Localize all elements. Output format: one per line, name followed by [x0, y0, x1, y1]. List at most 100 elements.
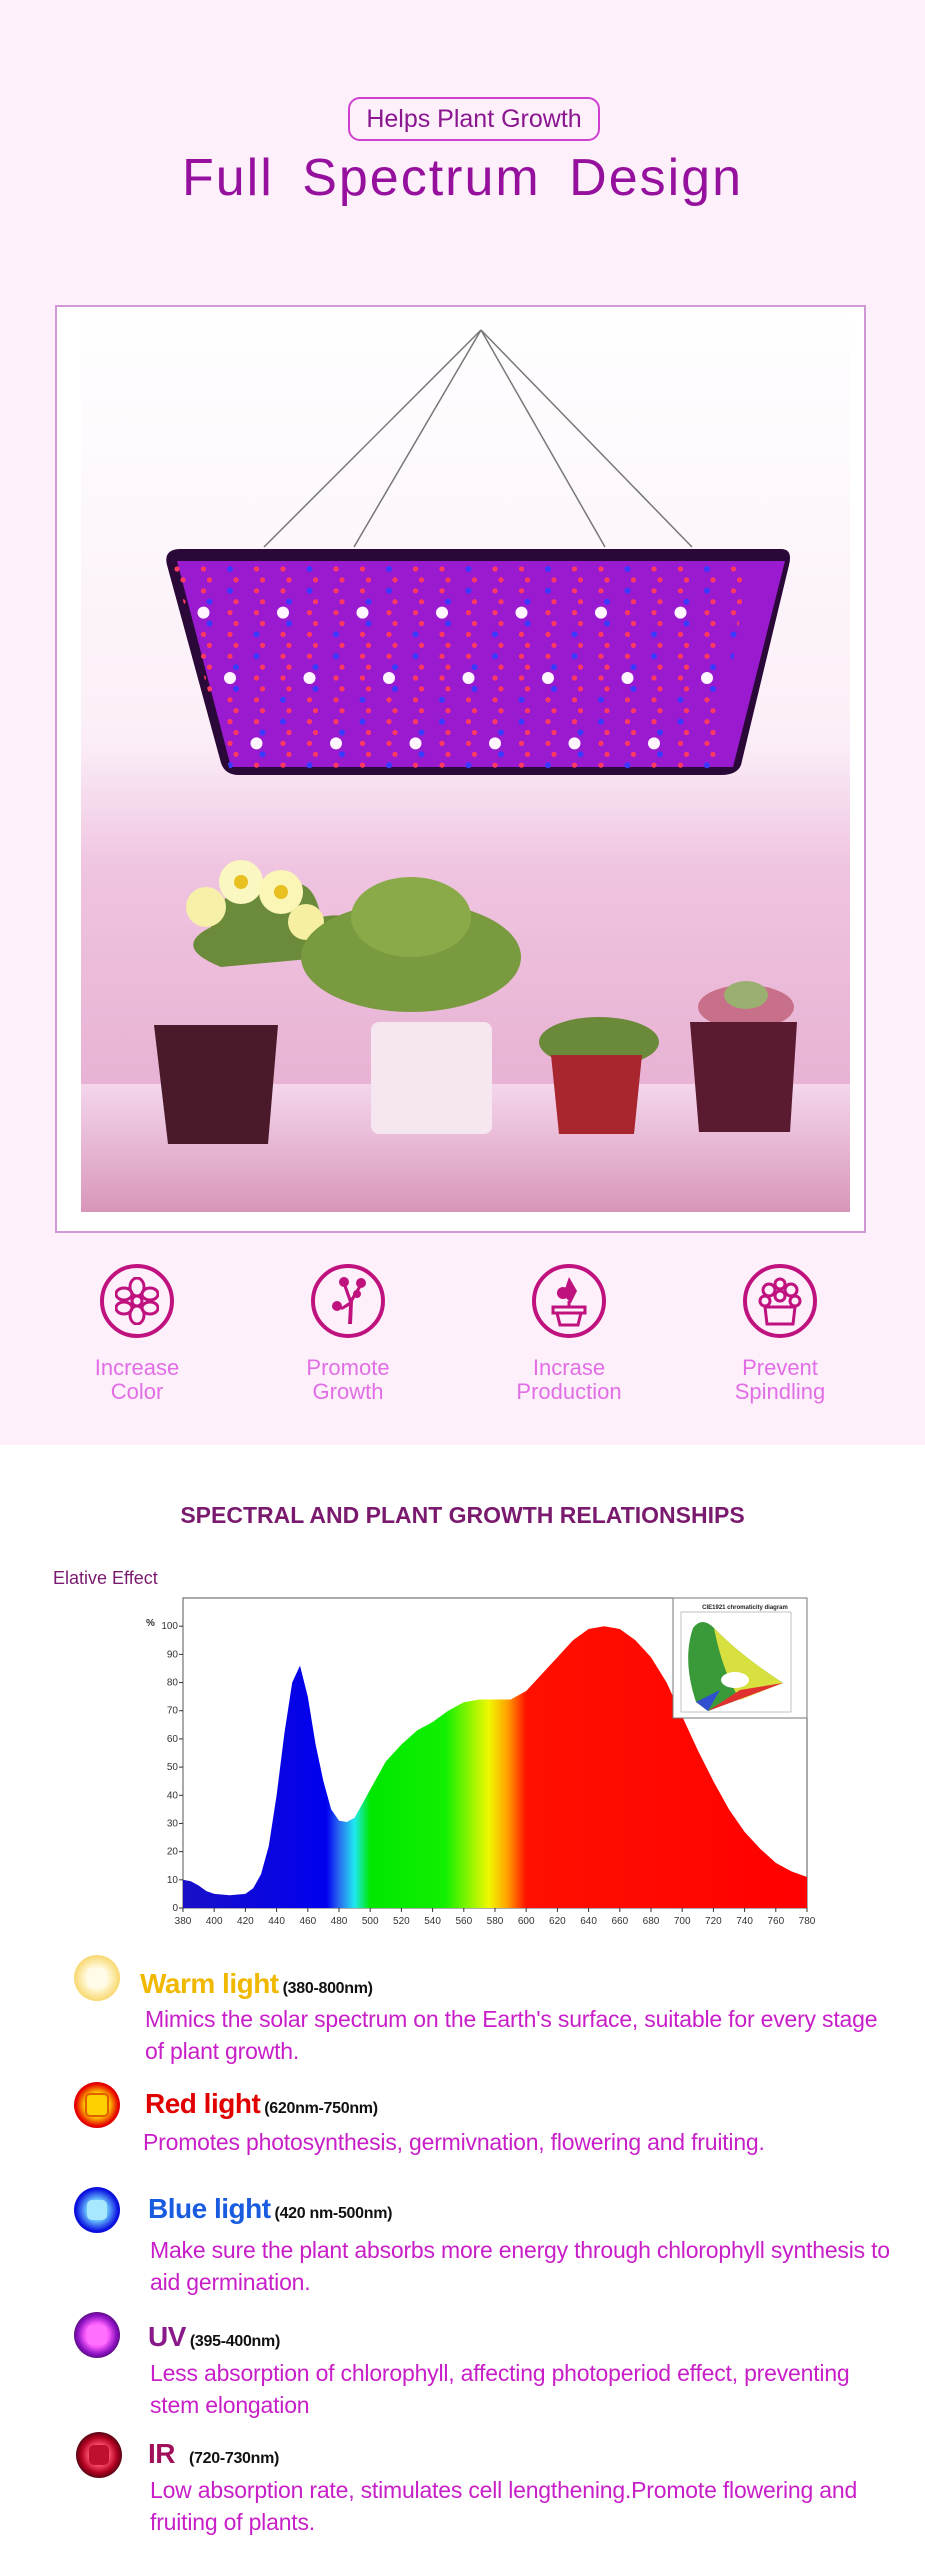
led-diode	[657, 729, 663, 736]
led-diode	[471, 599, 478, 605]
led-diode	[365, 664, 372, 670]
led-diode	[224, 672, 236, 684]
y-axis-unit: %	[146, 1618, 155, 1629]
led-diode	[492, 566, 498, 572]
led-diode	[465, 610, 472, 616]
led-diode	[598, 566, 604, 572]
led-diode	[657, 686, 663, 692]
led-diode	[386, 631, 392, 637]
led-diode	[286, 751, 292, 757]
led-diode	[277, 606, 289, 619]
led-diode	[604, 708, 610, 714]
led-diode	[233, 620, 239, 627]
led-diode	[280, 653, 286, 659]
led-diode	[227, 566, 233, 572]
led-diode	[710, 664, 716, 671]
led-diode	[677, 675, 684, 681]
feature-increase-production: Incrase Production	[469, 1264, 669, 1404]
ir-light-description: Low absorption rate, stimulates cell len…	[150, 2477, 858, 2535]
led-diode	[306, 566, 313, 572]
led-diode	[730, 566, 737, 572]
led-diode	[233, 642, 239, 648]
led-diode	[598, 588, 604, 594]
led-diode	[412, 719, 419, 725]
led-diode	[710, 620, 716, 627]
led-diode	[677, 762, 684, 768]
led-diode	[551, 577, 557, 583]
led-diode	[412, 566, 419, 572]
blue-light-title: Blue light (420 nm-500nm)	[148, 2193, 393, 2224]
led-diode	[677, 566, 684, 572]
led-diode	[206, 686, 213, 692]
spectrum-chart: 380 400 420 440 460 480 500 520 540 560 580 600 620 6…	[146, 1597, 816, 1927]
led-diode	[359, 631, 366, 637]
y-tick-label: 60	[167, 1734, 179, 1745]
led-diode	[418, 729, 425, 736]
led-diode	[710, 685, 716, 692]
small-plant	[539, 1017, 659, 1134]
led-diode	[630, 708, 637, 714]
led-diode	[710, 599, 716, 605]
led-diode	[551, 685, 557, 692]
led-diode	[286, 664, 292, 670]
led-diode	[710, 729, 716, 736]
led-diode	[704, 719, 710, 725]
led-diode	[333, 588, 339, 594]
led-diode	[303, 672, 316, 684]
led-diode	[518, 718, 525, 725]
led-diode	[445, 664, 451, 670]
hanger-hook-icon	[263, 329, 693, 548]
led-diode	[471, 685, 478, 692]
led-diode	[439, 740, 445, 746]
feature-prevent-spindling: Prevent Spindling	[680, 1264, 880, 1404]
led-diode	[577, 708, 584, 714]
led-diode	[333, 653, 339, 660]
feature-increase-color: Increase Color	[37, 1264, 237, 1404]
led-diode	[306, 631, 313, 637]
led-diode	[233, 599, 239, 605]
led-diode	[306, 653, 313, 659]
led-diode	[545, 566, 551, 572]
y-tick-label: 100	[161, 1621, 178, 1632]
led-diode	[498, 708, 504, 714]
led-diode	[630, 685, 637, 692]
led-diode	[312, 729, 319, 736]
led-diode	[498, 577, 504, 583]
led-diode	[677, 653, 684, 659]
led-diode	[604, 577, 610, 583]
led-diode	[621, 672, 634, 684]
led-diode	[386, 762, 392, 769]
led-diode	[412, 697, 419, 703]
led-diode	[280, 718, 286, 725]
led-diode	[445, 642, 451, 648]
led-diode	[545, 610, 551, 616]
led-diode	[333, 566, 339, 572]
led-diode	[471, 577, 478, 583]
led-diode	[683, 729, 690, 736]
led-diode	[233, 664, 239, 671]
led-diode	[200, 588, 207, 594]
led-diode	[333, 697, 339, 703]
led-diode	[306, 610, 313, 616]
led-diode	[492, 653, 498, 660]
led-diode	[518, 740, 525, 746]
led-diode	[624, 762, 631, 769]
led-diode	[227, 610, 233, 616]
led-diode	[280, 740, 286, 746]
led-diode	[365, 708, 372, 714]
blue-led-icon	[74, 2187, 120, 2233]
led-diode	[359, 740, 366, 746]
led-diode	[518, 675, 525, 681]
led-diode	[392, 729, 398, 736]
led-diode	[312, 685, 319, 692]
led-diode	[651, 719, 657, 725]
x-tick-label: 760	[767, 1916, 784, 1927]
full-spectrum-section: Helps Plant Growth Full Spectrum Design	[0, 0, 925, 1445]
led-diode	[624, 653, 631, 659]
led-diode	[280, 696, 286, 703]
led-diode	[598, 718, 604, 725]
led-diode	[630, 620, 637, 627]
led-diode	[259, 577, 266, 583]
led-diode	[571, 588, 578, 594]
led-diode	[418, 599, 425, 605]
